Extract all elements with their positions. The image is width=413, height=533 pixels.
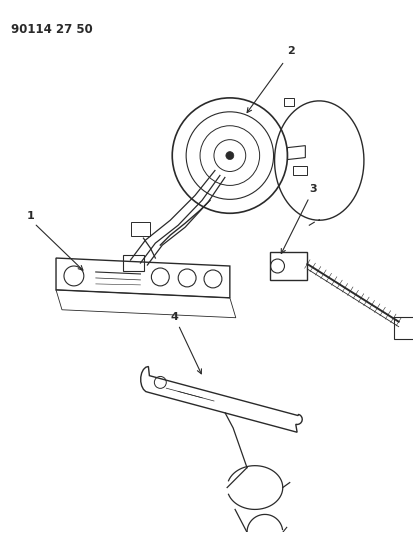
Bar — [284, 98, 294, 106]
Bar — [130, 222, 150, 236]
Bar — [393, 317, 413, 338]
Circle shape — [225, 151, 233, 159]
Text: 90114 27 50: 90114 27 50 — [11, 23, 93, 36]
Bar — [293, 166, 306, 175]
Text: 3: 3 — [309, 184, 316, 195]
Text: 2: 2 — [287, 46, 294, 56]
Bar — [122, 255, 144, 271]
Text: 4: 4 — [170, 312, 178, 322]
Text: 1: 1 — [26, 211, 34, 221]
Bar — [269, 252, 306, 280]
